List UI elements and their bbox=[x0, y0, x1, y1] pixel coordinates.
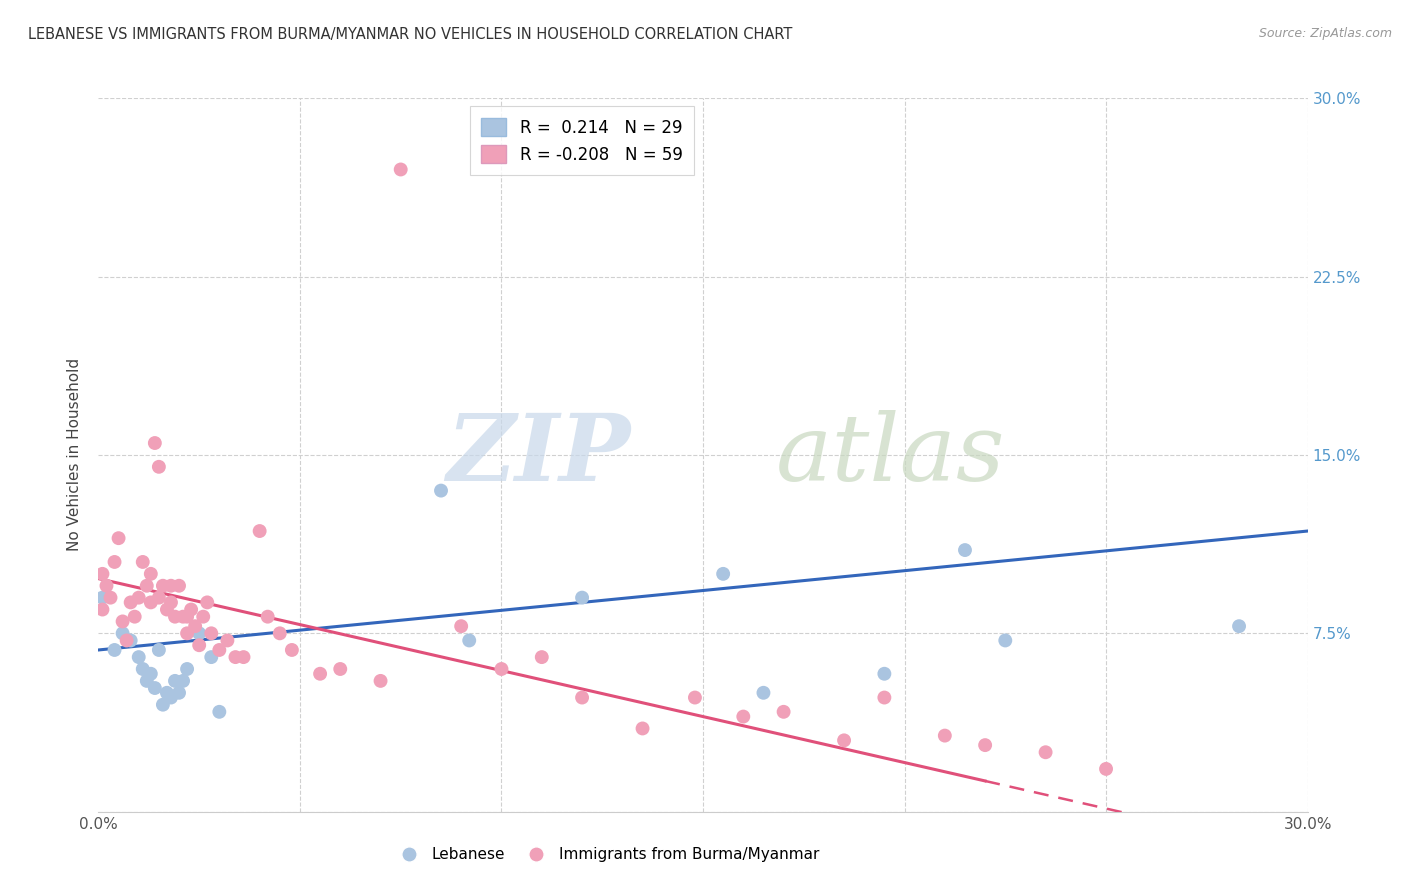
Point bbox=[152, 698, 174, 712]
Text: Source: ZipAtlas.com: Source: ZipAtlas.com bbox=[1258, 27, 1392, 40]
Point bbox=[329, 662, 352, 676]
Point bbox=[934, 729, 956, 743]
Point bbox=[208, 643, 231, 657]
Point bbox=[120, 633, 142, 648]
Point bbox=[91, 591, 114, 605]
Point bbox=[148, 591, 170, 605]
Point bbox=[200, 650, 222, 665]
Point bbox=[111, 615, 134, 629]
Point bbox=[188, 638, 211, 652]
Point bbox=[458, 633, 481, 648]
Point bbox=[148, 643, 170, 657]
Point bbox=[132, 555, 155, 569]
Point bbox=[172, 673, 194, 688]
Point bbox=[176, 662, 198, 676]
Point bbox=[873, 690, 896, 705]
Point bbox=[711, 566, 734, 581]
Point bbox=[143, 681, 166, 695]
Point bbox=[148, 459, 170, 474]
Point bbox=[389, 162, 412, 177]
Y-axis label: No Vehicles in Household: No Vehicles in Household bbox=[67, 359, 83, 551]
Point bbox=[631, 722, 654, 736]
Point bbox=[530, 650, 553, 665]
Point bbox=[135, 673, 157, 688]
Text: ZIP: ZIP bbox=[446, 410, 630, 500]
Point bbox=[128, 650, 150, 665]
Point bbox=[156, 686, 179, 700]
Point bbox=[1227, 619, 1250, 633]
Point bbox=[224, 650, 246, 665]
Point bbox=[124, 609, 146, 624]
Point bbox=[370, 673, 392, 688]
Point bbox=[430, 483, 453, 498]
Point bbox=[115, 633, 138, 648]
Point bbox=[249, 524, 271, 538]
Point bbox=[91, 602, 114, 616]
Point bbox=[167, 686, 190, 700]
Point bbox=[195, 595, 218, 609]
Point bbox=[832, 733, 855, 747]
Point bbox=[139, 566, 162, 581]
Point bbox=[571, 591, 593, 605]
Point bbox=[163, 673, 186, 688]
Point bbox=[200, 626, 222, 640]
Point bbox=[160, 690, 183, 705]
Point bbox=[1035, 745, 1057, 759]
Point bbox=[139, 595, 162, 609]
Point bbox=[96, 579, 118, 593]
Point bbox=[733, 709, 755, 723]
Point bbox=[309, 666, 332, 681]
Legend: Lebanese, Immigrants from Burma/Myanmar: Lebanese, Immigrants from Burma/Myanmar bbox=[388, 841, 825, 868]
Text: LEBANESE VS IMMIGRANTS FROM BURMA/MYANMAR NO VEHICLES IN HOUSEHOLD CORRELATION C: LEBANESE VS IMMIGRANTS FROM BURMA/MYANMA… bbox=[28, 27, 793, 42]
Point bbox=[111, 626, 134, 640]
Point bbox=[172, 609, 194, 624]
Point bbox=[163, 609, 186, 624]
Point bbox=[91, 566, 114, 581]
Point bbox=[132, 662, 155, 676]
Point bbox=[188, 626, 211, 640]
Point bbox=[772, 705, 794, 719]
Point bbox=[256, 609, 278, 624]
Point bbox=[120, 595, 142, 609]
Point bbox=[143, 436, 166, 450]
Point bbox=[184, 619, 207, 633]
Point bbox=[269, 626, 291, 640]
Point bbox=[167, 579, 190, 593]
Point bbox=[139, 666, 162, 681]
Point bbox=[217, 633, 239, 648]
Point bbox=[160, 579, 183, 593]
Point bbox=[873, 666, 896, 681]
Point bbox=[180, 602, 202, 616]
Point bbox=[128, 591, 150, 605]
Point bbox=[156, 602, 179, 616]
Point bbox=[103, 555, 125, 569]
Point bbox=[974, 738, 997, 752]
Point bbox=[571, 690, 593, 705]
Point bbox=[450, 619, 472, 633]
Point bbox=[176, 609, 198, 624]
Point bbox=[281, 643, 304, 657]
Point bbox=[103, 643, 125, 657]
Point bbox=[135, 579, 157, 593]
Point bbox=[176, 626, 198, 640]
Point bbox=[491, 662, 513, 676]
Point bbox=[208, 705, 231, 719]
Point bbox=[953, 543, 976, 558]
Point bbox=[752, 686, 775, 700]
Point bbox=[193, 609, 215, 624]
Point bbox=[160, 595, 183, 609]
Point bbox=[107, 531, 129, 545]
Point bbox=[1095, 762, 1118, 776]
Point bbox=[232, 650, 254, 665]
Point bbox=[100, 591, 122, 605]
Text: atlas: atlas bbox=[776, 410, 1005, 500]
Point bbox=[152, 579, 174, 593]
Point bbox=[994, 633, 1017, 648]
Point bbox=[683, 690, 706, 705]
